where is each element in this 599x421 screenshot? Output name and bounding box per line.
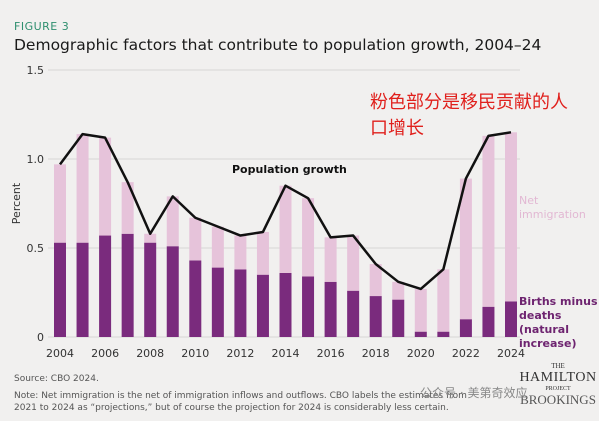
- bar-segment: [347, 235, 360, 291]
- bar-segment: [234, 235, 247, 270]
- bar-segment: [302, 276, 315, 337]
- y-tick-label: 1.5: [27, 64, 45, 77]
- bar-segment: [392, 299, 405, 337]
- logo-text: PROJECT: [545, 386, 571, 392]
- bar-segment: [279, 272, 292, 337]
- logo-text: HAMILTON: [519, 370, 597, 385]
- bar-segment: [437, 331, 450, 337]
- logo-text: BROOKINGS: [520, 392, 596, 407]
- bar-segment: [256, 274, 269, 337]
- note: Note: Net immigration is the net of immi…: [14, 391, 467, 413]
- bar-segment: [211, 226, 224, 268]
- source: Source: CBO 2024.: [14, 374, 99, 384]
- bar-segment: [144, 233, 157, 243]
- x-tick-label: 2008: [136, 347, 164, 360]
- x-tick-label: 2006: [91, 347, 119, 360]
- annotation: 粉色部分是移民贡献的人口增长: [370, 92, 568, 139]
- y-axis-label: Percent: [10, 182, 23, 224]
- bar-segment: [505, 301, 517, 337]
- bar-segment: [482, 135, 495, 307]
- bar-segment: [324, 237, 337, 282]
- bar-segment: [302, 198, 315, 277]
- bar-segment: [166, 246, 179, 337]
- line: [58, 131, 512, 291]
- bar-segment: [99, 235, 112, 337]
- y-tick-label: 1.0: [27, 153, 45, 166]
- x-tick-label: 2016: [317, 347, 345, 360]
- bar-segment: [234, 269, 247, 337]
- x-tick-label: 2004: [46, 347, 74, 360]
- bar-segment: [347, 290, 360, 337]
- x-tick-label: 2010: [181, 347, 209, 360]
- bar-segment: [324, 281, 337, 337]
- bar-segment: [414, 288, 427, 332]
- bar-segment: [279, 185, 292, 273]
- bar-segment: [482, 306, 495, 337]
- series-label: Births minus deaths (natural increase): [519, 295, 598, 350]
- bar-segment: [189, 260, 202, 337]
- logo-text: THE: [551, 362, 565, 370]
- x-tick-label: 2024: [497, 347, 525, 360]
- bar-segment: [459, 319, 472, 337]
- logo: THE HAMILTON PROJECT BROOKINGS: [518, 362, 598, 408]
- y-tick-label: 0.5: [27, 242, 45, 255]
- y-tick-label: 0: [37, 331, 44, 344]
- bar-segment: [437, 269, 450, 332]
- bar-segment: [392, 281, 405, 300]
- bar-segment: [459, 178, 472, 320]
- bar-segment: [505, 132, 517, 302]
- bar-segment: [144, 242, 157, 337]
- x-tick-label: 2020: [407, 347, 435, 360]
- x-tick-label: 2014: [272, 347, 300, 360]
- bar-segment: [76, 134, 89, 243]
- bar-segment: [369, 264, 382, 297]
- bar-segment: [76, 242, 89, 337]
- series-label: Net immigration: [519, 194, 586, 221]
- bar-segment: [121, 233, 134, 337]
- chart-title: Demographic factors that contribute to p…: [14, 36, 542, 54]
- x-tick-label: 2018: [362, 347, 390, 360]
- bar-segment: [54, 242, 66, 337]
- bar-segment: [256, 231, 269, 275]
- bar-segment: [99, 137, 112, 236]
- bar-segment: [121, 182, 134, 234]
- bar-segment: [414, 331, 427, 337]
- bar-segment: [211, 267, 224, 337]
- bar-segment: [369, 296, 382, 337]
- bar-segment: [54, 164, 66, 243]
- figure-label: FIGURE 3: [14, 20, 70, 33]
- x-tick-label: 2012: [226, 347, 254, 360]
- watermark: 公众号 · 美第奇效应: [420, 386, 528, 400]
- bar-segment: [166, 196, 179, 247]
- x-tick-label: 2022: [452, 347, 480, 360]
- line-label: Population growth: [232, 163, 347, 176]
- bar-segment: [189, 217, 202, 261]
